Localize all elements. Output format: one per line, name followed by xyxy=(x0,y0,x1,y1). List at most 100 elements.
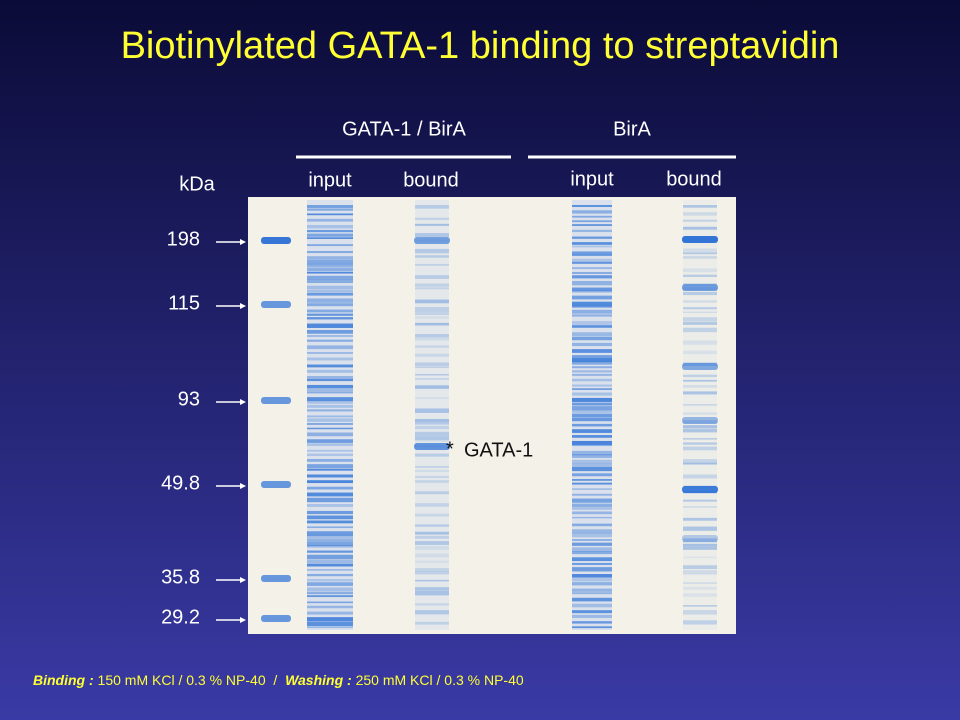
gel-band xyxy=(572,413,612,418)
gel-band xyxy=(683,385,717,388)
gel-band xyxy=(307,480,353,484)
gel-band xyxy=(307,335,353,337)
gel-band xyxy=(415,466,449,468)
gel-band xyxy=(415,377,449,380)
gel-band xyxy=(683,499,717,502)
gel-band xyxy=(572,626,612,629)
gel-band xyxy=(307,292,353,296)
group-label: BirA xyxy=(613,118,651,140)
gel-band xyxy=(572,488,612,490)
gel-band xyxy=(572,373,612,376)
gel-band xyxy=(572,342,612,347)
gel-band xyxy=(307,205,353,208)
gel-band xyxy=(572,429,612,433)
gel-band xyxy=(307,418,353,422)
gel-band xyxy=(572,574,612,578)
gel-band xyxy=(683,317,717,322)
gel-band xyxy=(307,578,353,582)
gel-bands xyxy=(261,200,718,630)
gel-band xyxy=(307,554,353,559)
gel-band xyxy=(683,321,717,325)
gel-band xyxy=(415,283,449,287)
lane-label: input xyxy=(570,168,614,190)
gel-band xyxy=(683,474,717,479)
gel-band xyxy=(415,322,449,326)
gel-band xyxy=(572,384,612,387)
gel-band xyxy=(572,355,612,359)
gel-band xyxy=(572,210,612,214)
gel-band xyxy=(683,412,717,415)
gel-band xyxy=(683,526,717,531)
gel-band xyxy=(307,384,353,389)
gel-band xyxy=(572,493,612,496)
gel-band xyxy=(572,516,612,519)
gel-band xyxy=(307,621,353,627)
gel-band xyxy=(307,520,353,524)
gel-band xyxy=(307,534,353,539)
gel-band xyxy=(307,388,353,393)
gel-band xyxy=(307,432,353,437)
gel-band xyxy=(307,439,353,443)
gel-band xyxy=(415,535,449,539)
marker-label: 93 xyxy=(178,388,200,410)
gel-band xyxy=(307,244,353,247)
gel-band xyxy=(307,538,353,542)
gel-band xyxy=(572,610,612,614)
gel-band xyxy=(415,425,449,430)
gel-band xyxy=(307,323,353,328)
gel-band xyxy=(572,397,612,402)
gel-band xyxy=(415,418,449,423)
gel-band xyxy=(572,467,612,472)
gel-band xyxy=(307,559,353,564)
gel-band xyxy=(572,459,612,465)
gel-band xyxy=(415,408,449,413)
gel-band xyxy=(683,605,717,607)
gel-band xyxy=(572,621,612,624)
gel-band xyxy=(572,482,612,485)
gel-band xyxy=(307,449,353,452)
gel-band xyxy=(415,476,449,478)
marker-label: 29.2 xyxy=(161,606,200,628)
gel-band xyxy=(415,316,449,319)
gel-band xyxy=(683,248,717,253)
gel-band xyxy=(415,560,449,563)
gel-band xyxy=(683,586,717,590)
gel-band xyxy=(307,510,353,515)
gel-band xyxy=(261,615,291,622)
gel-band xyxy=(415,263,449,266)
gel-band xyxy=(572,370,612,373)
gel-band xyxy=(683,538,717,543)
gel-band xyxy=(307,251,353,254)
gel-band xyxy=(683,255,717,259)
gel-band xyxy=(307,339,353,342)
gel-band xyxy=(307,468,353,471)
gel-band xyxy=(572,454,612,458)
gel-band xyxy=(415,217,449,220)
lane-label: bound xyxy=(666,168,722,190)
gel-band xyxy=(572,358,612,363)
gel-band xyxy=(415,439,449,442)
gel-band xyxy=(415,480,449,483)
marker-arrowhead xyxy=(240,399,246,405)
gel-band xyxy=(307,233,353,237)
footer-label: Binding : xyxy=(33,672,94,688)
gel-band xyxy=(415,453,449,457)
gel-band xyxy=(307,352,353,354)
gel-band xyxy=(572,507,612,510)
gel-band xyxy=(683,205,717,208)
gel-band xyxy=(307,267,353,272)
gel-band xyxy=(683,307,717,310)
gel-band xyxy=(683,543,717,547)
gel-band xyxy=(572,205,612,208)
gel-band xyxy=(415,362,449,366)
gel-band xyxy=(572,498,612,503)
gel-band xyxy=(307,611,353,615)
gel-band xyxy=(307,605,353,609)
gel-band xyxy=(572,417,612,422)
gel-band xyxy=(415,223,449,226)
gel-band xyxy=(683,546,717,550)
gel-band xyxy=(682,535,718,542)
gel-band xyxy=(572,272,612,274)
marker-arrowhead xyxy=(240,303,246,309)
